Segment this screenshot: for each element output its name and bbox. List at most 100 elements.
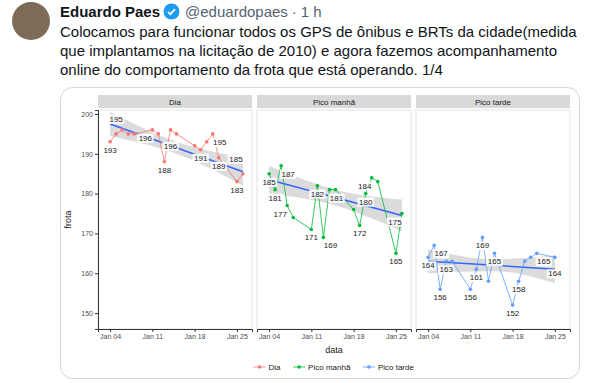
data-label: 156 — [433, 293, 447, 302]
label-patch — [212, 138, 228, 147]
legend-item: Pico tarde — [363, 363, 415, 372]
point — [157, 132, 161, 136]
point — [328, 188, 332, 192]
label-patch — [156, 166, 172, 175]
data-label: 169 — [324, 241, 338, 250]
data-label: 191 — [194, 154, 208, 163]
point — [126, 132, 130, 136]
point — [211, 132, 215, 136]
tick-label: Jan 18 — [344, 333, 365, 340]
data-label: 161 — [470, 273, 484, 282]
data-label: 187 — [281, 170, 295, 179]
label-patch — [309, 190, 325, 199]
point — [310, 228, 314, 232]
data-labels: 193195196188196191195189183185 — [102, 115, 245, 195]
tick-mark — [95, 233, 98, 234]
point — [205, 140, 209, 144]
label-patch — [322, 241, 338, 250]
time[interactable]: 1 h — [301, 2, 322, 21]
point — [120, 128, 124, 132]
tick-mark — [110, 329, 111, 332]
label-patch — [432, 293, 448, 302]
data-label: 182 — [311, 190, 325, 199]
tick: Jan 11 — [302, 329, 323, 340]
strip — [416, 95, 570, 108]
author-name[interactable]: Eduardo Paes — [60, 2, 160, 21]
point — [364, 192, 368, 196]
tick: 200 — [81, 111, 98, 118]
label-patch — [228, 155, 244, 164]
label-patch — [102, 146, 118, 155]
point — [235, 180, 239, 184]
series-line — [428, 237, 555, 305]
label-patch — [547, 269, 563, 278]
label-patch — [357, 182, 373, 191]
marks — [267, 164, 403, 255]
point — [163, 160, 167, 164]
tick: Jan 04 — [259, 329, 280, 340]
point — [285, 204, 289, 208]
y-axis: 150160170180190200 — [81, 111, 98, 330]
label-patch — [387, 218, 403, 227]
label-patch — [536, 257, 552, 266]
point — [279, 164, 283, 168]
tick-mark — [513, 329, 514, 332]
strip-title: Pico tarde — [475, 98, 512, 107]
tick-mark — [237, 329, 238, 332]
tweet-header: Eduardo Paes@eduardopaes·1 h — [60, 2, 322, 21]
marks — [108, 112, 244, 186]
label-patch — [108, 115, 124, 124]
data-label: 188 — [158, 166, 172, 175]
chart: Dia150160170180190200Jan 04Jan 11Jan 18J… — [60, 87, 580, 379]
label-patch — [137, 134, 153, 143]
x-axis: Jan 04 Jan 11 Jan 18 Jan 25 — [258, 329, 412, 340]
point — [267, 172, 271, 176]
point — [175, 132, 179, 136]
verified-badge — [163, 3, 180, 20]
tick-mark — [95, 273, 98, 274]
panel-frame — [98, 110, 252, 329]
label-patch — [462, 293, 478, 302]
tick-mark — [95, 114, 98, 115]
point — [199, 148, 203, 152]
axis-line — [258, 330, 412, 333]
label-patch — [388, 257, 404, 266]
point — [358, 224, 362, 228]
tick-label: 160 — [81, 270, 93, 277]
legend-key-point — [258, 365, 262, 369]
point — [517, 279, 521, 283]
strip-title: Pico manhã — [313, 98, 356, 107]
axis-line — [417, 330, 571, 333]
point — [108, 140, 112, 144]
tick-label: Jan 25 — [386, 333, 407, 340]
label-patch — [438, 265, 454, 274]
data-label: 195 — [109, 115, 123, 124]
data-label: 196 — [164, 142, 178, 151]
author-handle[interactable]: @eduardopaes — [185, 2, 288, 21]
data-label: 189 — [212, 162, 226, 171]
tick: 150 — [81, 310, 98, 317]
point — [450, 260, 454, 264]
tick: 190 — [81, 151, 98, 158]
badge-check — [168, 9, 175, 14]
label-patch — [486, 257, 502, 266]
data-label: 164 — [548, 269, 562, 278]
tick: Jan 04 — [418, 329, 439, 340]
tick-mark — [311, 329, 312, 332]
trend-band — [110, 112, 243, 186]
data-label: 180 — [359, 198, 373, 207]
tick-label: Jan 11 — [143, 333, 164, 340]
label-patch — [162, 142, 178, 151]
series-line — [269, 166, 402, 254]
avatar[interactable] — [12, 2, 50, 40]
strip-title: Dia — [169, 98, 182, 107]
tick: Jan 18 — [503, 329, 524, 340]
tick-label: Jan 11 — [461, 333, 482, 340]
legend-label: Pico tarde — [378, 363, 415, 372]
tick-label: Jan 25 — [227, 333, 248, 340]
point — [132, 132, 136, 136]
strip — [257, 95, 411, 108]
data-label: 158 — [512, 285, 526, 294]
x-axis-title: data — [325, 345, 343, 355]
data-label: 185 — [262, 178, 276, 187]
